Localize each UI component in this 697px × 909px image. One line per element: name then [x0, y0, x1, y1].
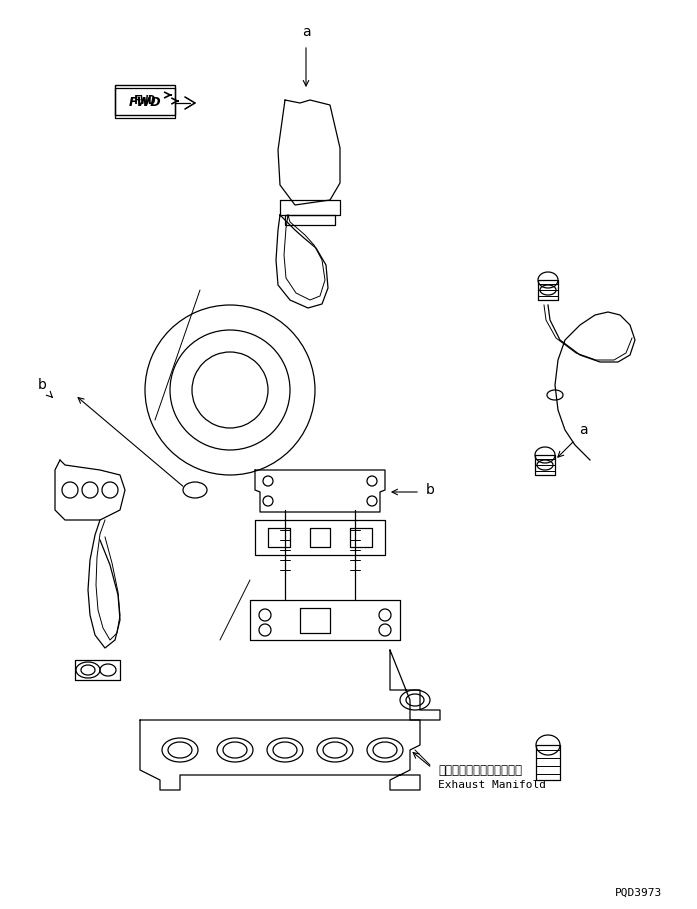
Ellipse shape	[367, 496, 377, 506]
Text: a: a	[302, 25, 310, 39]
Ellipse shape	[183, 482, 207, 498]
Text: FWD: FWD	[134, 94, 156, 106]
Text: PQD3973: PQD3973	[615, 888, 662, 898]
Ellipse shape	[367, 476, 377, 486]
FancyBboxPatch shape	[115, 85, 175, 115]
Text: エキゾーストマニホールド: エキゾーストマニホールド	[438, 764, 522, 776]
Text: FWD: FWD	[129, 96, 161, 109]
Ellipse shape	[263, 476, 273, 486]
Text: b: b	[38, 378, 47, 392]
Text: a: a	[579, 423, 588, 437]
Text: b: b	[426, 483, 434, 497]
Text: Exhaust Manifold: Exhaust Manifold	[438, 780, 546, 790]
Ellipse shape	[263, 496, 273, 506]
